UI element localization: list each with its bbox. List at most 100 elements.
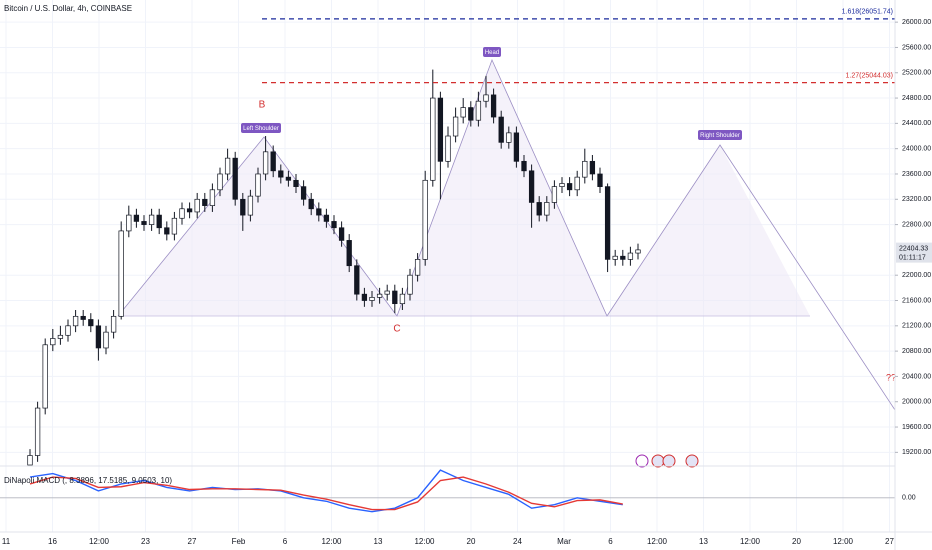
candle-body xyxy=(270,151,276,172)
candle-body xyxy=(42,344,48,409)
candle-body xyxy=(323,214,330,222)
last-price-tag xyxy=(896,242,932,263)
event-icon[interactable] xyxy=(651,454,665,468)
candle-body xyxy=(34,407,41,456)
candle-body xyxy=(65,325,71,336)
candle-body xyxy=(308,198,314,210)
candle-body xyxy=(369,296,375,301)
candle-body xyxy=(262,151,269,175)
candle-body xyxy=(148,214,155,225)
candle-body xyxy=(483,94,489,102)
candle-body xyxy=(88,319,94,327)
candle-body xyxy=(293,179,299,187)
candle-body xyxy=(392,290,398,305)
candle-body xyxy=(338,227,345,241)
candle-body xyxy=(475,100,482,121)
candle-body xyxy=(521,160,527,172)
label-box xyxy=(483,47,501,57)
candle-body xyxy=(399,293,406,305)
x-tick-label: 6 xyxy=(283,537,288,546)
candle-body xyxy=(536,202,542,216)
candle-body xyxy=(57,334,64,339)
x-tick-label: 13 xyxy=(699,537,708,546)
label-box xyxy=(241,123,281,133)
candle-body xyxy=(118,230,124,317)
candle-body xyxy=(498,116,504,143)
candle-body xyxy=(217,173,223,191)
point-c: C xyxy=(393,324,400,335)
x-tick-label: 12:00 xyxy=(740,537,761,546)
candle-body xyxy=(604,186,611,260)
candle-body xyxy=(240,198,246,216)
candle-body xyxy=(445,135,451,162)
x-tick-label: 23 xyxy=(141,537,150,546)
candle-body xyxy=(103,331,109,349)
candle-body xyxy=(384,290,390,295)
label-box xyxy=(698,130,742,140)
countdown: 01:11:17 xyxy=(899,254,926,261)
candle-body xyxy=(354,265,360,295)
indicator-line xyxy=(29,469,623,513)
candle-body xyxy=(627,252,634,260)
y-tick-label: 19600.00 xyxy=(902,424,931,431)
candle-body xyxy=(209,189,216,206)
symbol-title: Bitcoin / U.S. Dollar, 4h, COINBASE xyxy=(4,4,132,13)
candle-body xyxy=(506,132,512,143)
candle-body xyxy=(224,157,231,175)
candle-body xyxy=(430,97,436,181)
x-tick-label: 20 xyxy=(792,537,801,546)
y-tick-label: 26000.00 xyxy=(902,19,931,26)
levels: 1.618(26051.74) 1.27(25044.03) xyxy=(262,9,895,84)
y-tick-label: 22800.00 xyxy=(902,221,931,228)
x-tick-label: Feb xyxy=(232,537,246,546)
candle-body xyxy=(589,160,596,175)
candle-body xyxy=(171,217,178,235)
y-tick-label: 23200.00 xyxy=(902,196,931,203)
left-shoulder-label: Left Shoulder xyxy=(243,126,279,132)
candle-body xyxy=(133,214,140,222)
x-tick-label: 12:00 xyxy=(321,537,342,546)
x-tick-label: 16 xyxy=(48,537,57,546)
candle-body xyxy=(331,221,337,229)
pattern-fill xyxy=(118,60,810,316)
candle-body xyxy=(202,198,208,206)
y-tick-label: 21600.00 xyxy=(902,297,931,304)
indicator-title: DiNapoli MACD (, 8.3896, 17.5185, 9.0503… xyxy=(4,476,172,485)
candle-body xyxy=(316,208,322,216)
candle-body xyxy=(255,173,261,197)
candle-body xyxy=(597,173,603,187)
candle-body xyxy=(361,293,368,301)
y-tick-label: 25600.00 xyxy=(902,44,931,51)
x-tick-label: 12:00 xyxy=(89,537,110,546)
candle-body xyxy=(80,315,86,320)
x-tick-label: 12:00 xyxy=(833,537,854,546)
event-icon[interactable] xyxy=(635,454,649,468)
candle-body xyxy=(179,208,185,219)
x-tick-label: 27 xyxy=(885,537,894,546)
candle-body xyxy=(126,214,132,232)
x-tick-label: 20 xyxy=(467,537,476,546)
level-label: 1.618(26051.74) xyxy=(842,9,893,16)
candle-body xyxy=(186,208,193,213)
candle-body xyxy=(278,170,284,178)
candle-body xyxy=(574,176,580,191)
candle-body xyxy=(247,195,254,216)
x-tick-label: 13 xyxy=(374,537,383,546)
last-price: 22404.33 xyxy=(899,245,928,252)
x-tick-label: 11 xyxy=(2,537,11,546)
y-tick-label: 25200.00 xyxy=(902,70,931,77)
y-tick-label: 20400.00 xyxy=(902,373,931,380)
event-icon[interactable] xyxy=(662,454,676,468)
y-tick-label: 24800.00 xyxy=(902,95,931,102)
question-mark: ?? xyxy=(886,372,896,382)
candle-body xyxy=(95,325,102,349)
y-tick-label: 24000.00 xyxy=(902,146,931,153)
x-tick-label: Mar xyxy=(557,537,571,546)
event-icon[interactable] xyxy=(685,454,699,468)
candle-body xyxy=(612,255,618,260)
candle-body xyxy=(232,157,238,200)
candle-body xyxy=(422,179,428,260)
candle-body xyxy=(407,274,413,295)
head-label: Head xyxy=(485,50,499,56)
candle-body xyxy=(141,221,147,225)
